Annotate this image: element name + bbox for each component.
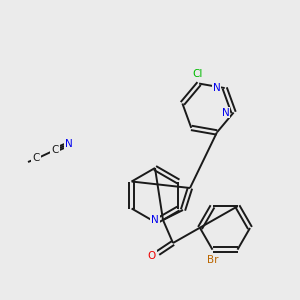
Text: N: N (151, 215, 159, 225)
Text: N: N (222, 107, 230, 118)
Text: C: C (32, 153, 40, 163)
Text: C: C (51, 145, 59, 155)
Text: N: N (65, 139, 73, 149)
Text: N: N (213, 83, 220, 93)
Text: Br: Br (207, 255, 218, 265)
Text: Cl: Cl (192, 69, 202, 79)
Text: O: O (148, 251, 156, 261)
